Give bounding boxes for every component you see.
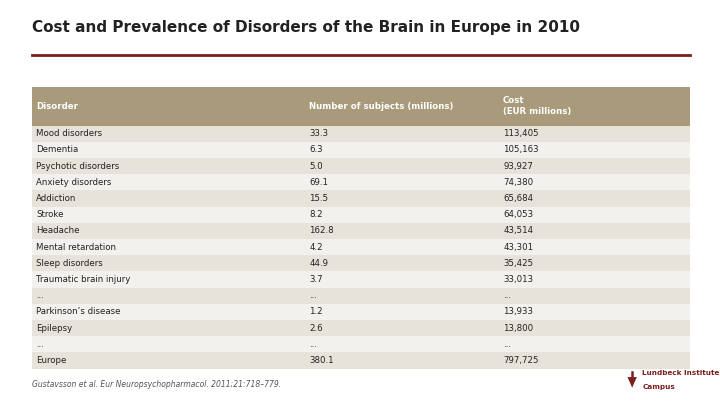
Text: 13,800: 13,800 (503, 324, 534, 333)
Text: 105,163: 105,163 (503, 145, 539, 154)
Text: 15.5: 15.5 (309, 194, 328, 203)
Text: Traumatic brain injury: Traumatic brain injury (36, 275, 131, 284)
Text: ...: ... (309, 340, 317, 349)
Text: 74,380: 74,380 (503, 178, 534, 187)
Text: ...: ... (36, 291, 44, 300)
Text: 13,933: 13,933 (503, 307, 533, 316)
Text: Cost
(EUR millions): Cost (EUR millions) (503, 96, 571, 116)
Text: Parkinson’s disease: Parkinson’s disease (36, 307, 121, 316)
Text: Stroke: Stroke (36, 210, 64, 219)
Text: 3.7: 3.7 (309, 275, 323, 284)
Text: Epilepsy: Epilepsy (36, 324, 73, 333)
Text: 43,514: 43,514 (503, 226, 534, 235)
Text: Headache: Headache (36, 226, 80, 235)
Text: 33,013: 33,013 (503, 275, 534, 284)
Text: 64,053: 64,053 (503, 210, 534, 219)
Text: 33.3: 33.3 (309, 129, 328, 138)
Text: 69.1: 69.1 (309, 178, 328, 187)
Text: 162.8: 162.8 (309, 226, 334, 235)
Text: Addiction: Addiction (36, 194, 77, 203)
Text: 43,301: 43,301 (503, 243, 534, 252)
Text: ...: ... (503, 340, 511, 349)
Text: 5.0: 5.0 (309, 162, 323, 171)
Text: Anxiety disorders: Anxiety disorders (36, 178, 112, 187)
Text: Disorder: Disorder (36, 102, 78, 111)
Text: Psychotic disorders: Psychotic disorders (36, 162, 120, 171)
Text: ...: ... (503, 291, 511, 300)
Text: 113,405: 113,405 (503, 129, 539, 138)
Text: Lundbeck Institute: Lundbeck Institute (642, 370, 719, 376)
Text: Dementia: Dementia (36, 145, 78, 154)
Text: Mood disorders: Mood disorders (36, 129, 102, 138)
Text: Cost and Prevalence of Disorders of the Brain in Europe in 2010: Cost and Prevalence of Disorders of the … (32, 20, 580, 35)
Text: ...: ... (36, 340, 44, 349)
Text: ...: ... (309, 291, 317, 300)
Text: 1.2: 1.2 (309, 307, 323, 316)
Text: 6.3: 6.3 (309, 145, 323, 154)
Text: 65,684: 65,684 (503, 194, 534, 203)
Text: 380.1: 380.1 (309, 356, 334, 365)
Text: Gustavsson et al. Eur Neuropsychopharmacol. 2011;21:718–779.: Gustavsson et al. Eur Neuropsychopharmac… (32, 380, 282, 389)
Text: Campus: Campus (642, 384, 675, 390)
Text: 797,725: 797,725 (503, 356, 539, 365)
Text: Sleep disorders: Sleep disorders (36, 259, 103, 268)
Text: Europe: Europe (36, 356, 67, 365)
Text: Number of subjects (millions): Number of subjects (millions) (309, 102, 454, 111)
Text: 8.2: 8.2 (309, 210, 323, 219)
Text: 93,927: 93,927 (503, 162, 533, 171)
Text: Mental retardation: Mental retardation (36, 243, 117, 252)
Text: 35,425: 35,425 (503, 259, 534, 268)
Text: 4.2: 4.2 (309, 243, 323, 252)
Text: 44.9: 44.9 (309, 259, 328, 268)
Text: 2.6: 2.6 (309, 324, 323, 333)
